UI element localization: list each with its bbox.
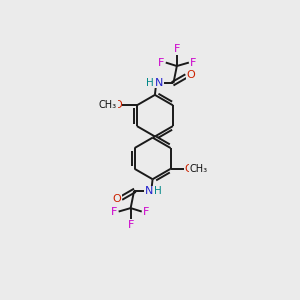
- Text: O: O: [184, 164, 193, 174]
- Text: O: O: [186, 70, 195, 80]
- Text: H: H: [146, 78, 154, 88]
- Text: N: N: [145, 187, 153, 196]
- Text: O: O: [112, 194, 122, 204]
- Text: F: F: [128, 220, 134, 230]
- Text: CH₃: CH₃: [189, 164, 207, 174]
- Text: N: N: [154, 78, 163, 88]
- Text: F: F: [143, 207, 149, 217]
- Text: CH₃: CH₃: [99, 100, 117, 110]
- Text: O: O: [113, 100, 122, 110]
- Text: F: F: [190, 58, 197, 68]
- Text: F: F: [174, 44, 180, 54]
- Text: F: F: [111, 207, 117, 217]
- Text: H: H: [154, 187, 162, 196]
- Text: F: F: [158, 58, 164, 68]
